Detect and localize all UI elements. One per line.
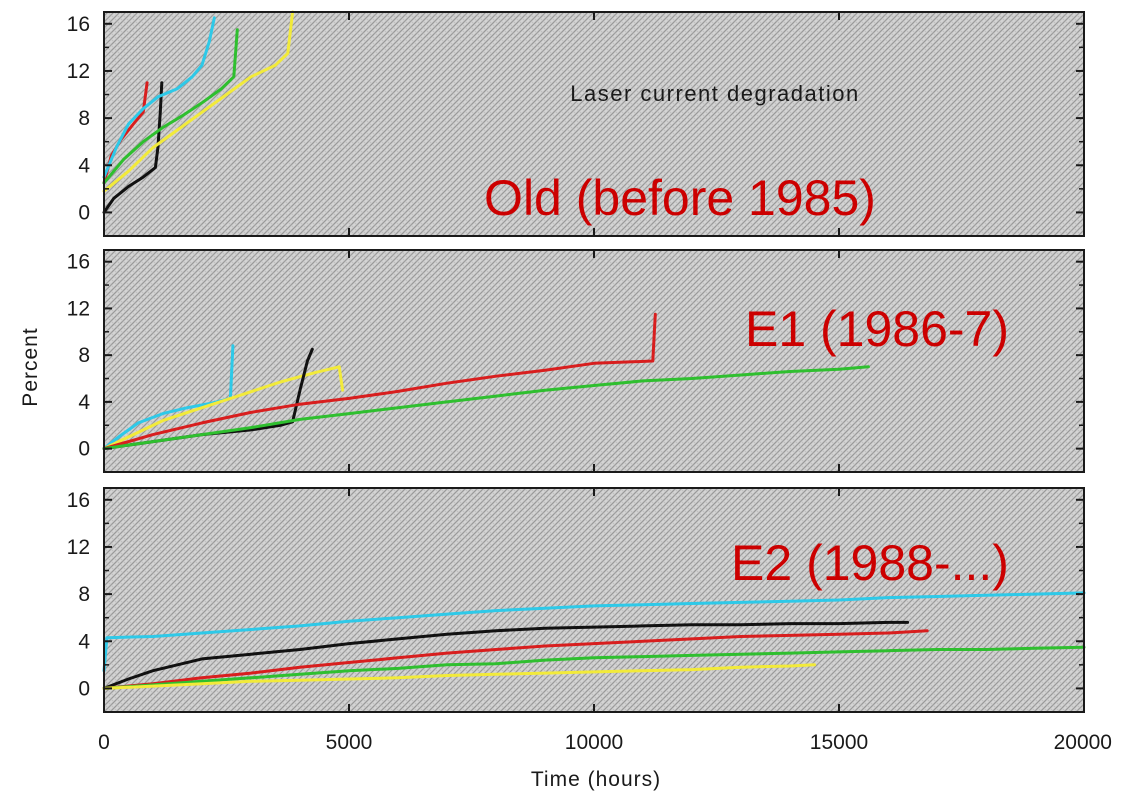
- y-tick-label: 16: [67, 13, 90, 36]
- y-tick-label: 0: [78, 201, 90, 224]
- series-line-2-5: [102, 365, 870, 451]
- series-line-3-3: [102, 629, 929, 690]
- y-tick-label: 0: [78, 438, 90, 461]
- panel-1: 0 4 8 12 16 Laser current degradation Old (bef…: [67, 10, 1085, 237]
- panel-background: [104, 488, 1084, 712]
- panel-background: [104, 250, 1084, 472]
- y-tick-label: 12: [67, 60, 90, 83]
- series-line-1-3: [102, 16, 216, 179]
- y-tick-label: 4: [78, 154, 90, 177]
- y-tick-label: 8: [78, 107, 90, 130]
- x-tick-label: 0: [98, 731, 110, 754]
- y-tick-label: 8: [78, 583, 90, 606]
- overlay-label: Old (before 1985): [484, 170, 876, 226]
- y-axis-title: Percent: [19, 327, 42, 406]
- x-tick-label: 10000: [565, 731, 623, 754]
- overlay-label: E1 (1986-7): [745, 301, 1009, 357]
- y-tick-label: 4: [78, 630, 90, 653]
- panel-3: 0 4 8 12 16 E2 (1988-...): [67, 487, 1086, 713]
- y-tick-label: 16: [67, 489, 90, 512]
- series-line-2-4: [102, 312, 657, 451]
- panel-background: [104, 12, 1084, 236]
- x-tick-label: 5000: [326, 731, 373, 754]
- x-axis-title: Time (hours): [531, 768, 661, 791]
- overlay-label: E2 (1988-...): [731, 535, 1009, 591]
- series-line-1-4: [102, 28, 239, 185]
- y-tick-label: 16: [67, 251, 90, 274]
- y-tick-label: 8: [78, 344, 90, 367]
- y-tick-label: 0: [78, 677, 90, 700]
- y-tick-label: 12: [67, 297, 90, 320]
- series-line-3-5: [102, 663, 816, 690]
- x-tick-label: 15000: [810, 731, 868, 754]
- series-line-3-2: [102, 620, 910, 690]
- series-line-2-2: [102, 365, 345, 451]
- y-tick-label: 12: [67, 536, 90, 559]
- series-line-3-1: [102, 591, 1086, 673]
- series-line-1-1: [102, 81, 164, 214]
- plot-annotation: Laser current degradation: [570, 81, 859, 106]
- y-tick-label: 4: [78, 391, 90, 414]
- x-tick-label: 20000: [1054, 731, 1112, 754]
- series-line-1-5: [102, 10, 295, 193]
- series-line-3-4: [102, 645, 1086, 690]
- panel-2: 0 4 8 12 16 E1 (1986-7): [67, 249, 1085, 473]
